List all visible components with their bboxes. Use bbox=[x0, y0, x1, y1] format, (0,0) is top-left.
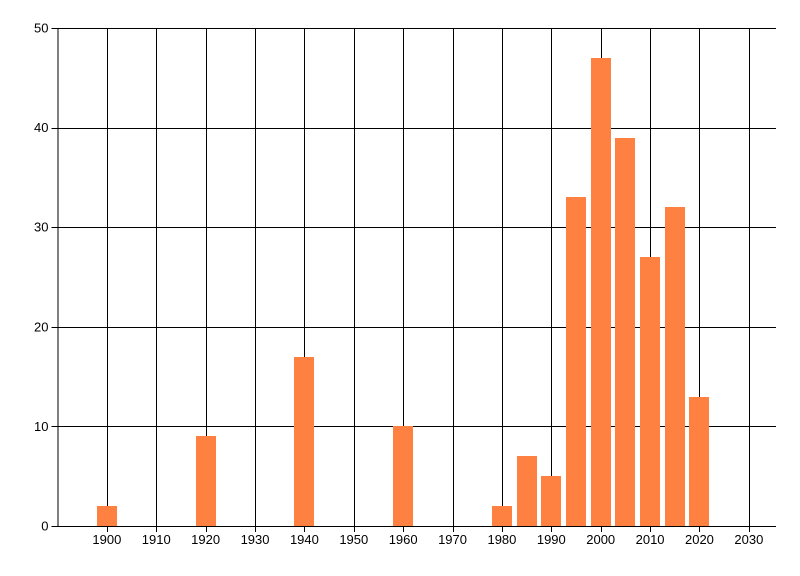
x-tick-label-2030: 2030 bbox=[734, 532, 763, 547]
bar-1900 bbox=[97, 506, 117, 526]
bar-1960 bbox=[393, 426, 413, 526]
bar-2000 bbox=[591, 58, 611, 526]
bar-1920 bbox=[196, 436, 216, 526]
y-tick-label-20: 20 bbox=[34, 319, 48, 334]
x-tick-label-1930: 1930 bbox=[241, 532, 270, 547]
x-tick-label-1980: 1980 bbox=[487, 532, 516, 547]
x-tick-label-1900: 1900 bbox=[92, 532, 121, 547]
x-tick-label-1970: 1970 bbox=[438, 532, 467, 547]
x-tick-label-2020: 2020 bbox=[685, 532, 714, 547]
x-tick-label-2010: 2010 bbox=[636, 532, 665, 547]
bar-2020 bbox=[689, 397, 709, 526]
bar-1940 bbox=[294, 357, 314, 526]
x-tick-label-1940: 1940 bbox=[290, 532, 319, 547]
x-tick-label-1950: 1950 bbox=[339, 532, 368, 547]
y-tick-label-30: 30 bbox=[34, 220, 48, 235]
y-tick-label-40: 40 bbox=[34, 120, 48, 135]
x-tick-label-1960: 1960 bbox=[389, 532, 418, 547]
y-tick-label-50: 50 bbox=[34, 21, 48, 36]
x-tick-label-2000: 2000 bbox=[586, 532, 615, 547]
y-tick-label-0: 0 bbox=[41, 519, 48, 534]
bar-1990 bbox=[541, 476, 561, 526]
x-tick-label-1920: 1920 bbox=[191, 532, 220, 547]
bar-2015 bbox=[665, 207, 685, 526]
bar-1980 bbox=[492, 506, 512, 526]
bar-2005 bbox=[615, 138, 635, 526]
bar-1995 bbox=[566, 197, 586, 526]
bar-1985 bbox=[517, 456, 537, 526]
bar-2010 bbox=[640, 257, 660, 526]
x-tick-label-1910: 1910 bbox=[142, 532, 171, 547]
y-tick-label-10: 10 bbox=[34, 419, 48, 434]
x-tick-label-1990: 1990 bbox=[537, 532, 566, 547]
